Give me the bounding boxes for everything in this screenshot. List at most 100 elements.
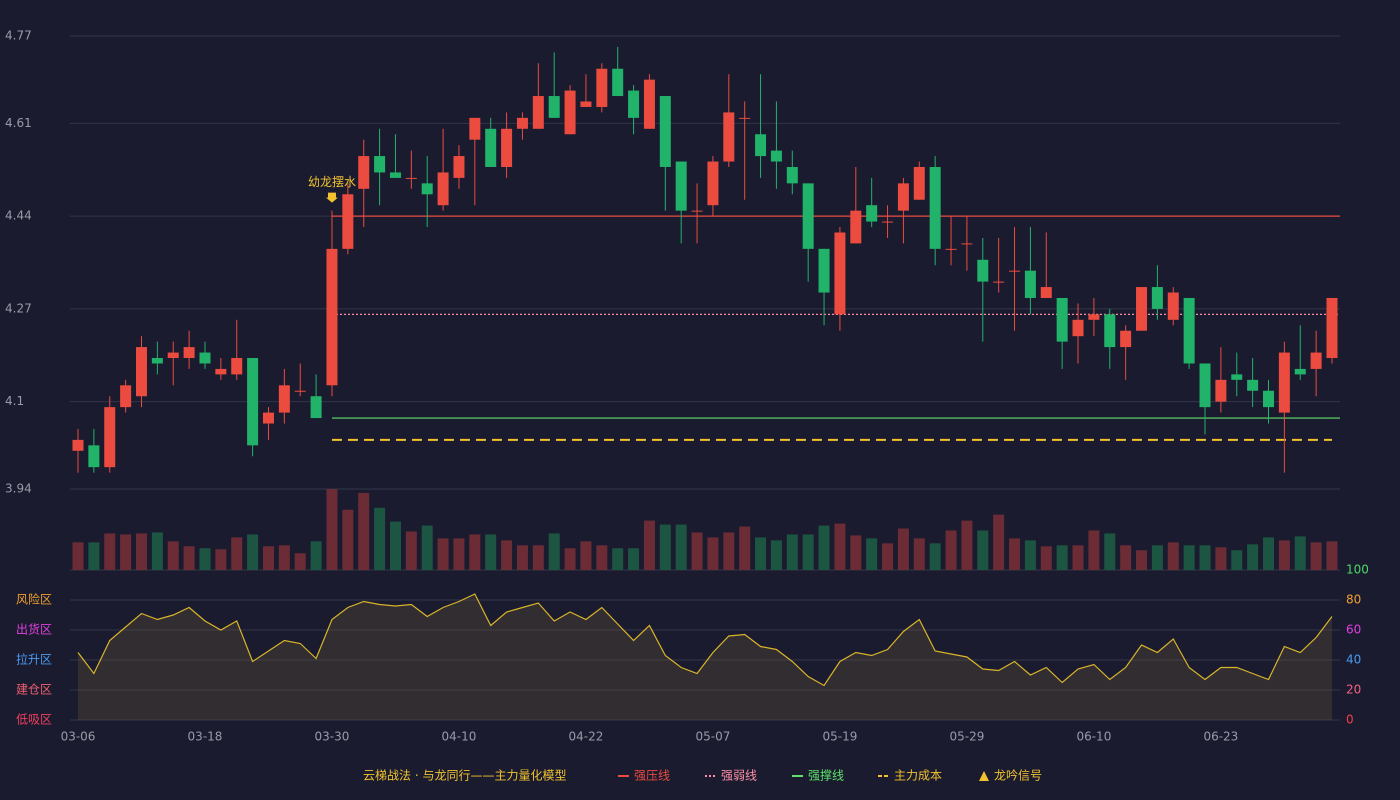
candle-body (659, 96, 671, 167)
candle-body (516, 117, 528, 129)
volume-bar (247, 534, 259, 570)
candle-body (802, 183, 814, 249)
volume-bar (310, 541, 322, 570)
candle-body (1072, 319, 1084, 337)
volume-bar (1040, 546, 1052, 570)
candle-body (612, 68, 624, 97)
volume-bar (135, 533, 147, 570)
candle-body (1278, 352, 1290, 413)
volume-bar (342, 509, 354, 570)
indicator-tick-label: 0 (1346, 713, 1354, 727)
candle-body (437, 172, 449, 206)
indicator-line (77, 593, 1333, 687)
candle-body (643, 79, 655, 129)
candle-body (104, 407, 116, 468)
volume-bar (818, 525, 830, 570)
volume-bar (548, 533, 560, 570)
x-tick-label: 03-18 (188, 730, 223, 744)
zone-label: 低吸区 (16, 713, 52, 727)
volume-bar (389, 521, 401, 570)
x-tick-label: 04-22 (569, 730, 604, 744)
volume-bar (278, 545, 290, 570)
volume-bar (1310, 542, 1322, 570)
y-tick-label: 3.94 (5, 482, 32, 496)
candle-body (215, 368, 227, 375)
x-tick-label: 05-29 (949, 730, 984, 744)
candle-body (389, 172, 401, 178)
candle-body (88, 445, 100, 468)
volume-bar (88, 542, 100, 570)
candle-body (548, 96, 560, 118)
candle-body (310, 396, 322, 419)
candle-body (818, 248, 830, 293)
candle-body (1040, 287, 1052, 298)
volume-bar (231, 537, 243, 570)
candle-body (866, 205, 878, 222)
candle-body (501, 128, 513, 167)
candle-body (691, 210, 703, 212)
volume-bar (580, 541, 592, 570)
volume-bar (1167, 542, 1179, 570)
legend-label: 强压线 (634, 769, 670, 783)
candle-body (167, 352, 179, 359)
candle-body (850, 210, 862, 244)
legend-label: 强撑线 (808, 768, 844, 783)
volume-bar (358, 492, 370, 570)
zone-label: 出货区 (16, 622, 52, 637)
volume-bar (882, 543, 894, 570)
candle-body (262, 412, 274, 424)
candle-body (1151, 287, 1163, 309)
volume-bar (564, 548, 576, 570)
candle-body (1009, 270, 1021, 272)
candle-body (453, 156, 465, 178)
candle-body (485, 128, 497, 167)
candle-body (135, 347, 147, 397)
x-tick-label: 03-30 (315, 730, 350, 744)
candle-body (1215, 379, 1227, 402)
volume-bar (659, 524, 671, 570)
volume-bar (405, 531, 417, 570)
volume-bar (612, 548, 624, 570)
candle-body (929, 166, 941, 249)
volume-bar (421, 525, 433, 570)
volume-bar (469, 534, 481, 570)
legend-label: 强弱线 (721, 769, 757, 783)
volume-bar (1199, 545, 1211, 570)
legend-swatch (979, 771, 989, 781)
candle-body (755, 134, 767, 157)
candle-body (739, 117, 751, 119)
volume-bar (755, 537, 767, 570)
candle-body (1136, 287, 1148, 331)
candle-body (770, 150, 782, 162)
volume-bar (913, 538, 925, 570)
candle-body (1326, 297, 1338, 359)
volume-bar (1247, 544, 1259, 570)
candle-body (913, 166, 925, 200)
volume-bar (167, 541, 179, 570)
signal-label: 幼龙摆水 (308, 175, 356, 189)
volume-bar (739, 526, 751, 570)
x-tick-label: 05-19 (822, 730, 857, 744)
indicator-tick-label: 20 (1346, 683, 1361, 697)
candle-body (1056, 297, 1068, 342)
signal-arrow (325, 192, 338, 203)
volume-bar (1009, 538, 1021, 570)
candle-body (723, 112, 735, 162)
candle-body (1294, 368, 1306, 375)
candle-body (421, 183, 433, 195)
candle-body (977, 259, 989, 282)
volume-bar (802, 534, 814, 570)
indicator-area (78, 594, 1332, 720)
volume-bar (453, 538, 465, 570)
candle-body (1104, 314, 1116, 348)
volume-bar (786, 534, 798, 570)
volume-bar (437, 538, 449, 570)
volume-bar (628, 548, 640, 570)
candle-body (374, 156, 386, 173)
candle-body (945, 248, 957, 250)
volume-bar (1215, 547, 1227, 570)
volume-bar (643, 520, 655, 570)
volume-bar (707, 537, 719, 570)
candle-body (532, 96, 544, 129)
